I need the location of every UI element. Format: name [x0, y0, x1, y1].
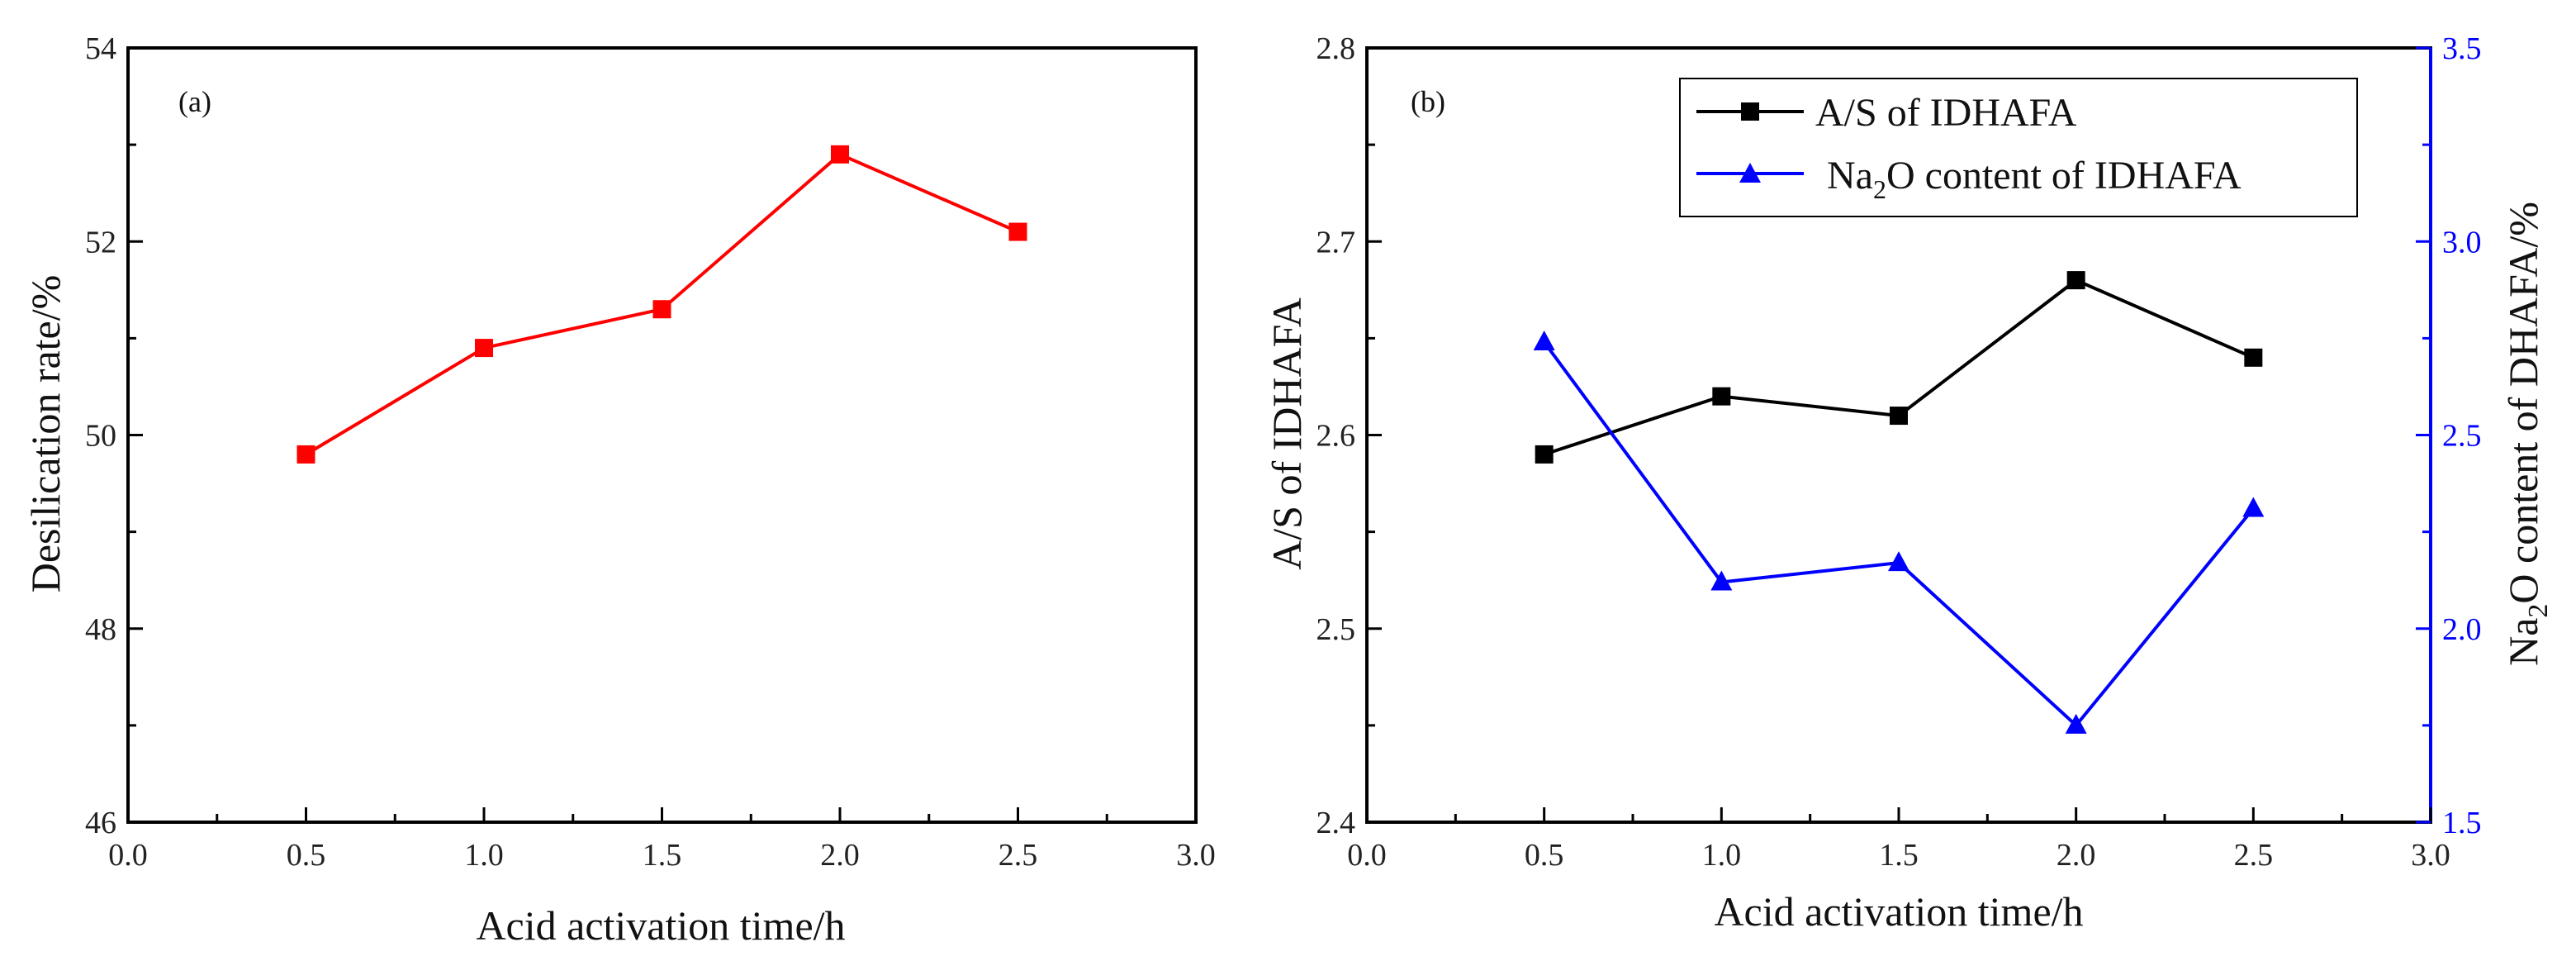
- y-right-tick-label: 2.5: [2442, 419, 2482, 454]
- x-tick-label: 0.5: [287, 838, 326, 873]
- data-point-marker: [475, 339, 493, 358]
- x-tick-label: 0.0: [1347, 838, 1387, 873]
- x-tick-label: 1.0: [464, 838, 504, 873]
- legend-label-na2o: Na2O content of IDHAFA: [1827, 154, 2242, 204]
- y-right-tick-label: 3.5: [2442, 31, 2482, 66]
- y-tick-label: 2.6: [1316, 419, 1356, 454]
- x-axis-title-a: Acid activation time/h: [476, 902, 845, 949]
- x-tick-label: 3.0: [2411, 838, 2450, 873]
- data-point-marker: [297, 445, 315, 464]
- x-tick-label: 2.0: [2057, 838, 2096, 873]
- x-tick-label: 1.5: [643, 838, 682, 873]
- data-point-marker: [2065, 713, 2087, 734]
- y-tick-label: 2.4: [1316, 806, 1356, 840]
- data-point-marker: [2066, 271, 2085, 290]
- series-group-b: [1533, 271, 2265, 734]
- data-point-marker: [1890, 407, 1908, 426]
- x-axis-title-b: Acid activation time/h: [1714, 888, 2083, 935]
- legend-label-as: A/S of IDHAFA: [1815, 91, 2077, 135]
- data-point-marker: [652, 300, 671, 319]
- ticks-a: [126, 46, 1198, 824]
- y-axis-title-b: A/S of IDHAFA: [1264, 297, 1310, 570]
- data-point-marker: [1712, 387, 1731, 406]
- y-tick-label: 2.8: [1316, 31, 1356, 66]
- y-axis-title-right-b: Na2O content of DHAFA/%: [2500, 202, 2554, 666]
- series-group-a: [297, 145, 1027, 464]
- x-tick-label: 1.5: [1879, 838, 1919, 873]
- data-point-marker: [831, 145, 849, 164]
- series-line-b-1: [1543, 340, 2255, 728]
- y-axis-title-a: Desilication rate/%: [22, 275, 69, 593]
- y-right-tick-label: 1.5: [2442, 806, 2482, 840]
- legend-marker-triangle: [1739, 163, 1761, 183]
- data-point-marker: [1533, 331, 1555, 351]
- panel-a: (a) 0.0 0.5 1.0 1.5 2.0 2.5 3.0 46 48 50 52 54 Acid…: [22, 31, 1216, 949]
- data-point-marker: [2242, 497, 2265, 517]
- data-point-marker: [2244, 348, 2263, 367]
- legend-box: [1679, 78, 2358, 217]
- panel-label-a: (a): [178, 85, 211, 118]
- x-tick-label: 3.0: [1176, 838, 1216, 873]
- plot-frame-a: [126, 46, 1198, 824]
- panel-b: (b) 0.0 0.5 1.0 1.5 2.0 2.5 3.0 2.4 2.5 2.6 2.7 2.8…: [1264, 31, 2554, 935]
- y-tick-label: 46: [85, 806, 116, 840]
- y-tick-label: 50: [85, 419, 116, 454]
- y-tick-label: 52: [85, 225, 116, 259]
- data-point-marker: [1710, 570, 1733, 591]
- legend-item-as: A/S of IDHAFA: [1696, 91, 2077, 135]
- x-tick-label: 2.5: [999, 838, 1038, 873]
- x-tick-label: 2.5: [2234, 838, 2274, 873]
- data-point-marker: [1888, 551, 1909, 572]
- tick-labels-a: 0.0 0.5 1.0 1.5 2.0 2.5 3.0 46 48 50 52 54: [85, 31, 1216, 873]
- y-tick-label: 2.7: [1316, 225, 1356, 259]
- data-point-marker: [1535, 445, 1554, 464]
- y-tick-label: 2.5: [1316, 612, 1356, 647]
- legend-marker-square: [1741, 102, 1759, 121]
- y-tick-label: 54: [85, 31, 116, 66]
- series-line-b-0: [1544, 278, 2255, 456]
- x-tick-label: 0.5: [1525, 838, 1564, 873]
- legend: A/S of IDHAFA Na2O content of IDHAFA: [1679, 78, 2358, 217]
- y-right-tick-label: 2.0: [2442, 612, 2482, 647]
- panel-label-b: (b): [1411, 85, 1445, 118]
- y-right-tick-label: 3.0: [2442, 225, 2482, 259]
- x-tick-label: 1.0: [1702, 838, 1742, 873]
- x-tick-label: 0.0: [108, 838, 148, 873]
- legend-item-na2o: Na2O content of IDHAFA: [1696, 154, 2242, 204]
- y-tick-label: 48: [85, 612, 116, 647]
- data-point-marker: [1008, 222, 1027, 241]
- tick-labels-b: 0.0 0.5 1.0 1.5 2.0 2.5 3.0 2.4 2.5 2.6 2.7 2.8 1.5 2…: [1316, 31, 2482, 873]
- ticks-b: [1365, 46, 2432, 824]
- x-tick-label: 2.0: [820, 838, 860, 873]
